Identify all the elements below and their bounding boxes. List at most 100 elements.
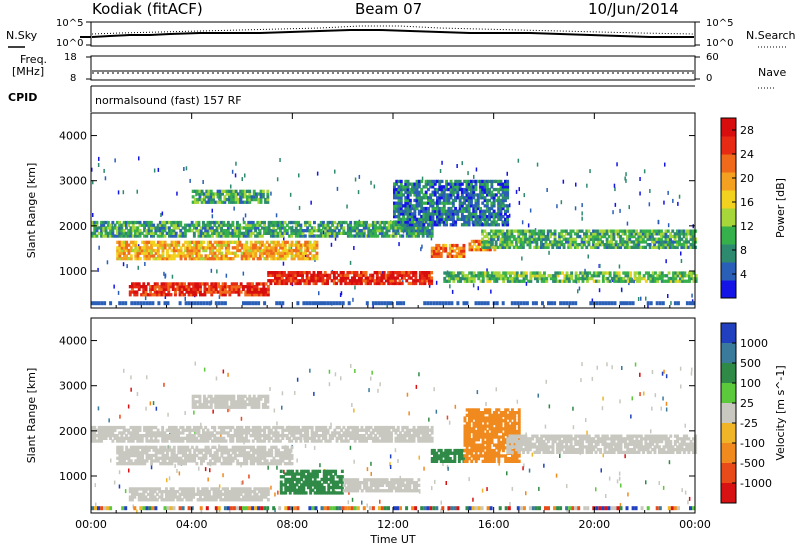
echo-cell	[430, 281, 434, 286]
echo-cell	[395, 182, 399, 186]
echo-cell	[111, 439, 115, 443]
echo-cell	[558, 279, 562, 283]
echo-cell	[314, 281, 318, 286]
echo-cell	[292, 434, 296, 438]
echo-cell	[337, 436, 341, 440]
echo-cell	[357, 281, 361, 286]
echo-cell	[91, 434, 94, 438]
echo-cell	[295, 248, 298, 253]
noise-cell	[536, 162, 539, 167]
noise-cell	[511, 486, 514, 491]
echo-cell	[463, 201, 467, 205]
echo-cell	[229, 234, 233, 238]
echo-cell	[373, 281, 377, 286]
echo-cell	[142, 282, 146, 286]
echo-cell	[673, 234, 677, 239]
noise-cell	[229, 407, 231, 412]
echo-cell	[170, 436, 174, 440]
ground-cell	[465, 506, 469, 511]
echo-cell	[136, 220, 140, 225]
echo-cell	[217, 223, 221, 227]
echo-cell	[515, 279, 519, 283]
echo-cell	[399, 187, 403, 192]
echo-cell	[517, 245, 521, 249]
echo-cell	[472, 196, 476, 200]
echo-cell	[465, 206, 469, 211]
echo-cell	[485, 201, 489, 205]
echo-cell	[324, 234, 328, 238]
noise-cell	[643, 169, 646, 174]
echo-cell	[423, 273, 427, 277]
echo-cell	[201, 282, 205, 286]
echo-cell	[317, 276, 320, 280]
echo-cell	[571, 237, 575, 241]
echo-cell	[160, 285, 164, 289]
echo-cell	[608, 271, 612, 275]
echo-cell	[494, 212, 498, 216]
ground-cell	[607, 506, 611, 511]
noise-cell	[222, 369, 225, 374]
echo-cell	[129, 434, 133, 438]
echo-cell	[172, 431, 176, 435]
echo-cell	[229, 439, 233, 443]
echo-cell	[364, 279, 368, 283]
echo-cell	[494, 198, 498, 203]
noise-cell	[276, 465, 278, 470]
echo-cell	[467, 217, 471, 221]
noise-cell	[518, 200, 521, 205]
echo-cell	[324, 223, 328, 227]
echo-cell	[554, 276, 558, 281]
echo-cell	[662, 245, 666, 249]
ground-cell	[308, 301, 312, 306]
echo-cell	[637, 240, 641, 244]
echo-cell	[279, 234, 282, 238]
echo-cell	[399, 434, 402, 438]
ground-cell	[223, 301, 227, 306]
echo-cell	[399, 212, 403, 216]
echo-cell	[188, 248, 192, 253]
echo-cell	[315, 434, 319, 438]
echo-cell	[371, 234, 375, 238]
echo-cell	[272, 246, 276, 250]
echo-cell	[533, 237, 537, 241]
echo-cell	[694, 276, 698, 281]
noise-cell	[684, 423, 686, 428]
echo-cell	[208, 287, 211, 291]
echo-cell	[688, 271, 691, 275]
echo-cell	[213, 231, 217, 235]
echo-cell	[395, 223, 399, 227]
echo-cell	[485, 187, 489, 192]
echo-cell	[633, 274, 637, 278]
echo-cell	[118, 240, 122, 244]
echo-cell	[303, 279, 307, 283]
echo-cell	[371, 223, 375, 227]
ground-cell	[100, 301, 104, 306]
echo-cell	[131, 290, 134, 294]
echo-cell	[403, 271, 406, 275]
echo-cell	[97, 231, 101, 235]
echo-cell	[161, 425, 165, 430]
noise-cell	[621, 366, 623, 370]
echo-cell	[373, 271, 377, 275]
echo-cell	[535, 243, 539, 247]
echo-cell	[472, 206, 476, 211]
echo-cell	[486, 279, 490, 283]
echo-cell	[177, 220, 180, 225]
echo-cell	[392, 231, 396, 235]
echo-cell	[576, 232, 580, 236]
echo-cell	[116, 251, 120, 255]
echo-cell	[462, 252, 466, 256]
echo-cell	[406, 209, 410, 213]
echo-cell	[404, 185, 408, 189]
echo-cell	[269, 431, 273, 435]
echo-cell	[657, 232, 661, 236]
echo-cell	[592, 234, 595, 239]
echo-cell	[567, 232, 571, 236]
echo-cell	[227, 192, 231, 196]
echo-cell	[626, 234, 629, 239]
ground-cell	[610, 301, 614, 306]
echo-cell	[635, 232, 638, 236]
echo-cell	[138, 439, 142, 443]
echo-cell	[573, 243, 577, 247]
echo-cell	[134, 234, 137, 238]
